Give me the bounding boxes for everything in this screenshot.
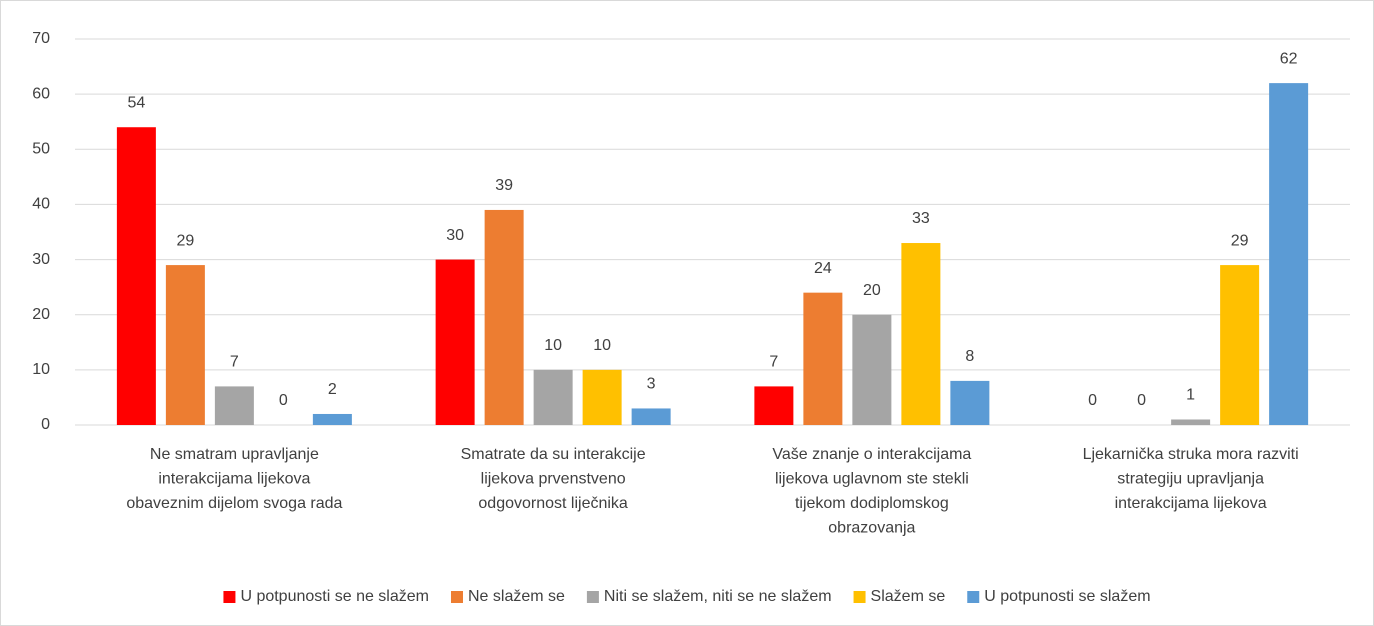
x-tick-label: Vaše znanje o interakcijama lijekova ugla… <box>772 446 971 537</box>
data-label: 33 <box>912 210 930 227</box>
x-tick-label: Ljekarnička struka mora razviti strategij… <box>1083 446 1299 512</box>
bar <box>901 243 941 425</box>
x-tick-line: obaveznim dijelom svoga rada <box>126 495 342 512</box>
legend-item: Slažem se <box>853 588 946 605</box>
legend-label: U potpunosti se ne slažem <box>240 588 429 605</box>
bar <box>852 314 892 425</box>
data-label: 2 <box>328 381 337 398</box>
bar <box>1269 83 1309 425</box>
y-tick-label: 10 <box>32 361 50 378</box>
x-tick-label: Ne smatram upravljanje interakcijama lije… <box>126 446 342 512</box>
y-tick-label: 20 <box>32 306 50 323</box>
bar <box>803 292 843 425</box>
data-label: 30 <box>446 227 464 244</box>
data-label: 8 <box>965 348 974 365</box>
data-label: 0 <box>1137 392 1146 409</box>
x-tick-line: Smatrate da su interakcije <box>461 446 646 463</box>
bar <box>165 265 205 425</box>
bar <box>484 209 524 425</box>
legend-label: Slažem se <box>871 588 946 605</box>
bar <box>631 408 671 425</box>
legend-swatch <box>853 591 866 603</box>
x-tick-line: tijekom dodiplomskog <box>795 495 949 512</box>
y-tick-label: 0 <box>41 416 50 433</box>
x-tick-line: interakcijama lijekova <box>1115 495 1267 512</box>
legend-label: Niti se slažem, niti se ne slažem <box>604 588 832 605</box>
data-label: 7 <box>230 354 239 371</box>
legend-swatch <box>967 591 980 603</box>
x-tick-line: Ljekarnička struka mora razviti <box>1083 446 1299 463</box>
data-label: 0 <box>1088 392 1097 409</box>
x-tick-line: lijekova prvenstveno <box>481 471 626 488</box>
bar <box>754 386 794 425</box>
x-tick-line: strategiju upravljanja <box>1117 471 1264 488</box>
y-tick-label: 40 <box>32 196 50 213</box>
x-tick-label: Smatrate da su interakcije lijekova prven… <box>461 446 646 512</box>
data-label: 7 <box>769 354 778 371</box>
bar <box>116 127 156 425</box>
data-label: 0 <box>279 392 288 409</box>
legend-label: Ne slažem se <box>468 588 565 605</box>
data-label: 10 <box>544 337 562 354</box>
x-tick-line: interakcijama lijekova <box>158 471 310 488</box>
data-label: 29 <box>176 232 194 249</box>
data-label: 29 <box>1231 232 1249 249</box>
legend-item: Niti se slažem, niti se ne slažem <box>586 588 832 605</box>
bar <box>312 413 352 425</box>
x-tick-line: Vaše znanje o interakcijama <box>772 446 971 463</box>
data-label: 39 <box>495 177 513 194</box>
data-label: 24 <box>814 260 832 277</box>
legend-swatch <box>223 591 236 603</box>
bar <box>950 380 990 425</box>
bar <box>435 259 475 425</box>
bar <box>582 369 622 425</box>
legend-label: U potpunosti se slažem <box>984 588 1150 605</box>
data-label: 20 <box>863 282 881 299</box>
data-label: 62 <box>1280 50 1298 67</box>
legend-item: U potpunosti se ne slažem <box>223 588 429 605</box>
data-label: 1 <box>1186 387 1195 404</box>
bar <box>1171 419 1211 425</box>
legend-item: Ne slažem se <box>450 588 565 605</box>
y-tick-label: 50 <box>32 141 50 158</box>
y-tick-label: 30 <box>32 251 50 268</box>
x-tick-line: Ne smatram upravljanje <box>150 446 319 463</box>
x-tick-line: odgovornost liječnika <box>478 495 628 512</box>
x-tick-line: obrazovanja <box>828 520 915 537</box>
y-tick-label: 60 <box>32 85 50 102</box>
bar <box>1220 265 1260 425</box>
bar <box>214 386 254 425</box>
y-tick-label: 70 <box>32 30 50 47</box>
data-label: 3 <box>647 376 656 393</box>
data-label: 10 <box>593 337 611 354</box>
data-label: 54 <box>127 94 145 111</box>
legend-item: U potpunosti se slažem <box>967 588 1151 605</box>
x-tick-line: lijekova uglavnom ste stekli <box>775 471 969 488</box>
bar <box>533 369 573 425</box>
legend-swatch <box>586 591 599 603</box>
legend-swatch <box>450 591 463 603</box>
